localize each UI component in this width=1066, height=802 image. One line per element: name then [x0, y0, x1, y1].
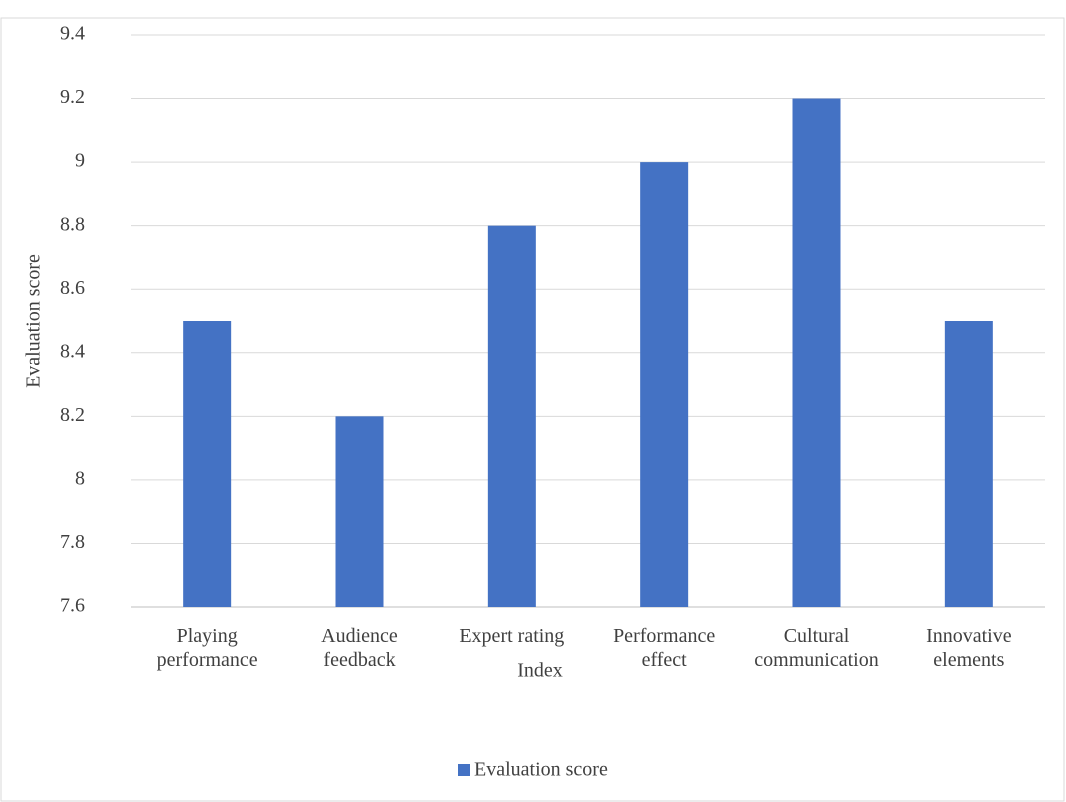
y-tick-label: 8.2	[60, 404, 85, 426]
x-tick-label: Playing performance	[156, 625, 258, 671]
bar	[487, 225, 536, 607]
y-tick-label: 8	[75, 467, 85, 489]
legend-swatch	[458, 764, 470, 776]
y-tick-label: 8.4	[60, 340, 85, 362]
x-tick-label: Cultural communication	[754, 625, 879, 671]
x-tick-label: Audience feedback	[321, 625, 398, 671]
chart-frame	[0, 17, 1065, 802]
x-tick-label: Performance effect	[613, 625, 716, 671]
y-tick-label: 9.2	[60, 86, 85, 108]
x-axis-label: Index	[517, 660, 563, 682]
bar	[792, 98, 841, 608]
bar	[183, 321, 232, 607]
y-tick-label: 7.8	[60, 531, 85, 553]
y-tick-label: 9.4	[60, 23, 85, 45]
y-axis-label: Evaluation score	[23, 254, 45, 388]
y-tick-label: 9	[75, 150, 85, 172]
legend-label: Evaluation score	[474, 759, 608, 781]
y-tick-label: 8.6	[60, 277, 85, 299]
y-tick-label: 7.6	[60, 595, 85, 617]
x-tick-label: Expert rating	[459, 625, 565, 647]
bar	[335, 416, 384, 607]
x-tick-label: Innovative elements	[926, 625, 1012, 671]
bar	[944, 321, 993, 607]
bar	[640, 162, 689, 607]
y-tick-label: 8.8	[60, 213, 85, 235]
